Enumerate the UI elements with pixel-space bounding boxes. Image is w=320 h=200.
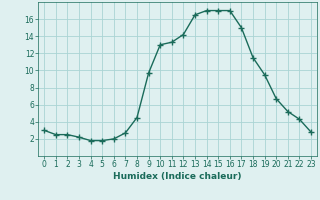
X-axis label: Humidex (Indice chaleur): Humidex (Indice chaleur) [113,172,242,181]
